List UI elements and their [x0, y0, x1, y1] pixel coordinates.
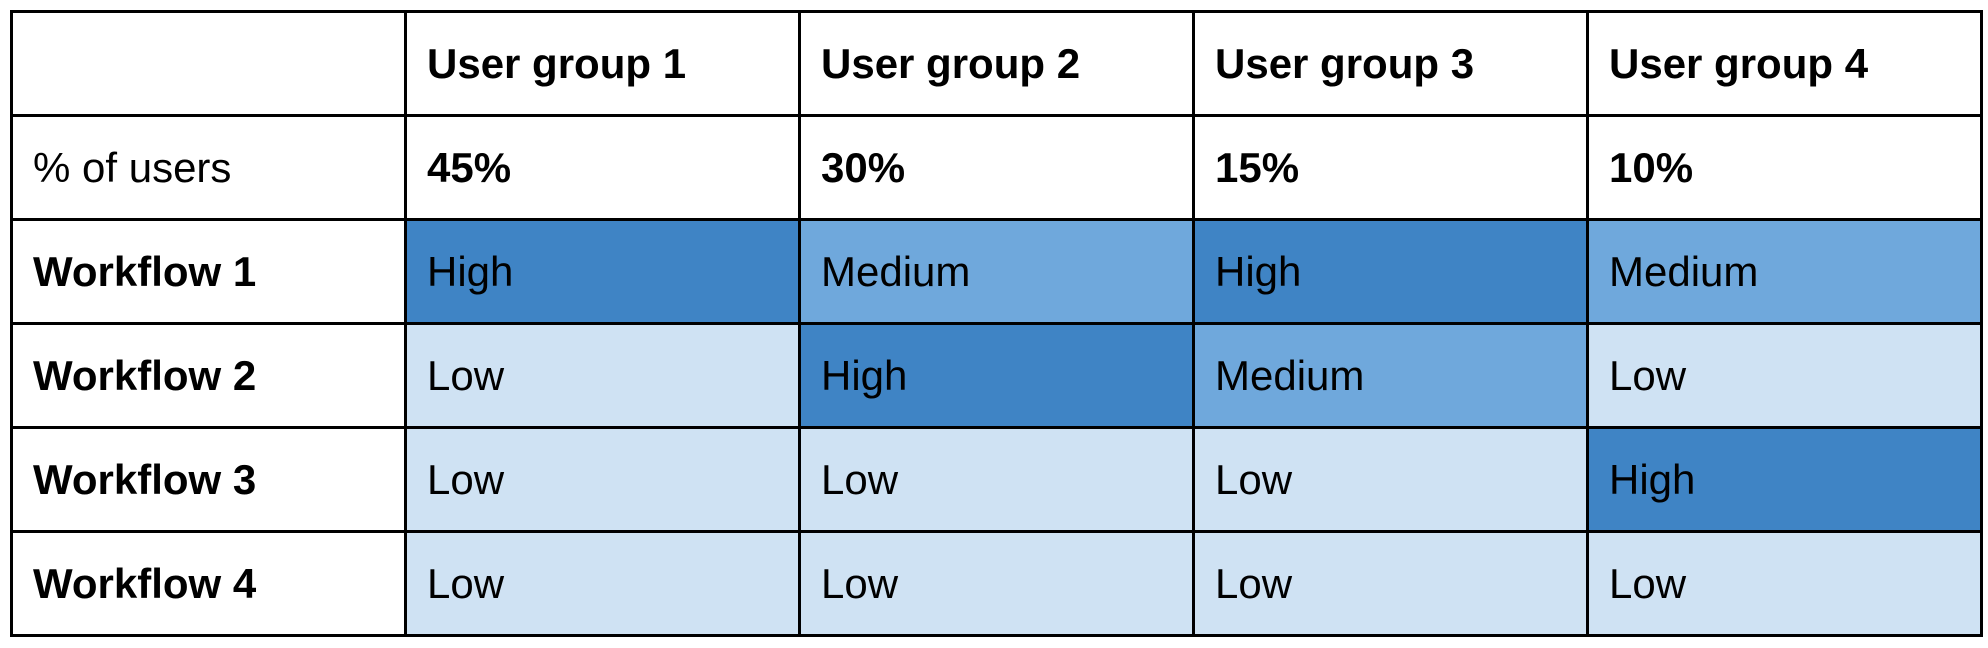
table-row: Workflow 1 High Medium High Medium — [10, 218, 1983, 325]
share-value: 30% — [798, 114, 1195, 221]
header-row: User group 1 User group 2 User group 3 U… — [10, 10, 1983, 117]
table-row: Workflow 4 Low Low Low Low — [10, 530, 1983, 637]
share-row: % of users 45% 30% 15% 10% — [10, 114, 1983, 221]
level-cell: High — [404, 218, 801, 325]
share-value: 15% — [1192, 114, 1589, 221]
table-row: Workflow 2 Low High Medium Low — [10, 322, 1983, 429]
level-cell: Low — [404, 426, 801, 533]
row-header: Workflow 1 — [10, 218, 407, 325]
row-header: Workflow 2 — [10, 322, 407, 429]
level-cell: Low — [798, 530, 1195, 637]
row-header: Workflow 3 — [10, 426, 407, 533]
level-cell: Low — [798, 426, 1195, 533]
level-cell: High — [1192, 218, 1589, 325]
row-header: Workflow 4 — [10, 530, 407, 637]
level-cell: Low — [1586, 322, 1983, 429]
level-cell: Medium — [1192, 322, 1589, 429]
column-header: User group 3 — [1192, 10, 1589, 117]
priority-table: User group 1 User group 2 User group 3 U… — [10, 10, 1983, 637]
share-value: 10% — [1586, 114, 1983, 221]
level-cell: High — [798, 322, 1195, 429]
level-cell: High — [1586, 426, 1983, 533]
level-cell: Low — [404, 530, 801, 637]
level-cell: Low — [1586, 530, 1983, 637]
table-row: Workflow 3 Low Low Low High — [10, 426, 1983, 533]
share-value: 45% — [404, 114, 801, 221]
level-cell: Low — [404, 322, 801, 429]
level-cell: Low — [1192, 426, 1589, 533]
level-cell: Medium — [1586, 218, 1983, 325]
corner-cell — [10, 10, 407, 117]
column-header: User group 1 — [404, 10, 801, 117]
level-cell: Low — [1192, 530, 1589, 637]
column-header: User group 4 — [1586, 10, 1983, 117]
level-cell: Medium — [798, 218, 1195, 325]
column-header: User group 2 — [798, 10, 1195, 117]
share-row-label: % of users — [10, 114, 407, 221]
